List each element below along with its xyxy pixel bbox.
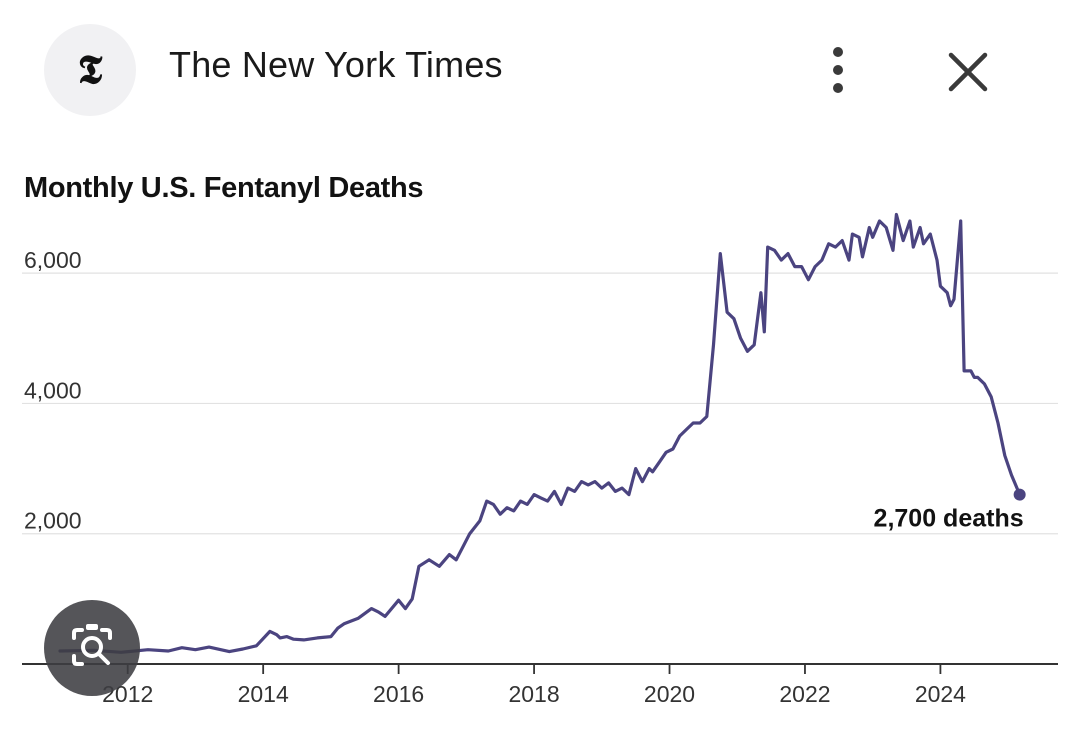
series-line [58, 212, 1022, 654]
close-icon [948, 52, 988, 92]
y-tick-label: 2,000 [24, 508, 82, 534]
site-name: The New York Times [169, 44, 503, 85]
image-search-button[interactable] [44, 600, 140, 696]
more-vertical-icon [833, 47, 843, 93]
image-search-icon [72, 624, 112, 666]
chart-title: Monthly U.S. Fentanyl Deaths [24, 172, 424, 204]
x-tick-label: 2014 [238, 681, 289, 707]
x-tick-label: 2018 [508, 681, 559, 707]
app-header: 𝕿 The New York Times [0, 0, 1066, 138]
x-tick-label: 2024 [915, 681, 966, 707]
logo-letter: 𝕿 [77, 46, 103, 93]
y-tick-label: 6,000 [24, 247, 82, 273]
close-button[interactable] [940, 44, 996, 100]
x-tick-label: 2022 [779, 681, 830, 707]
chart-panel: 2,000 4,000 6,000 2012 2014 2016 2018 2020 2022 2… [0, 138, 1066, 737]
more-options-button[interactable] [818, 44, 858, 96]
x-tick-label: 2016 [373, 681, 424, 707]
end-annotation-label: 2,700 deaths [874, 505, 1024, 533]
y-tick-label: 4,000 [24, 377, 82, 403]
x-tick-label: 2020 [644, 681, 695, 707]
end-point-marker [1013, 488, 1026, 501]
nyt-logo-icon[interactable]: 𝕿 [44, 24, 136, 116]
